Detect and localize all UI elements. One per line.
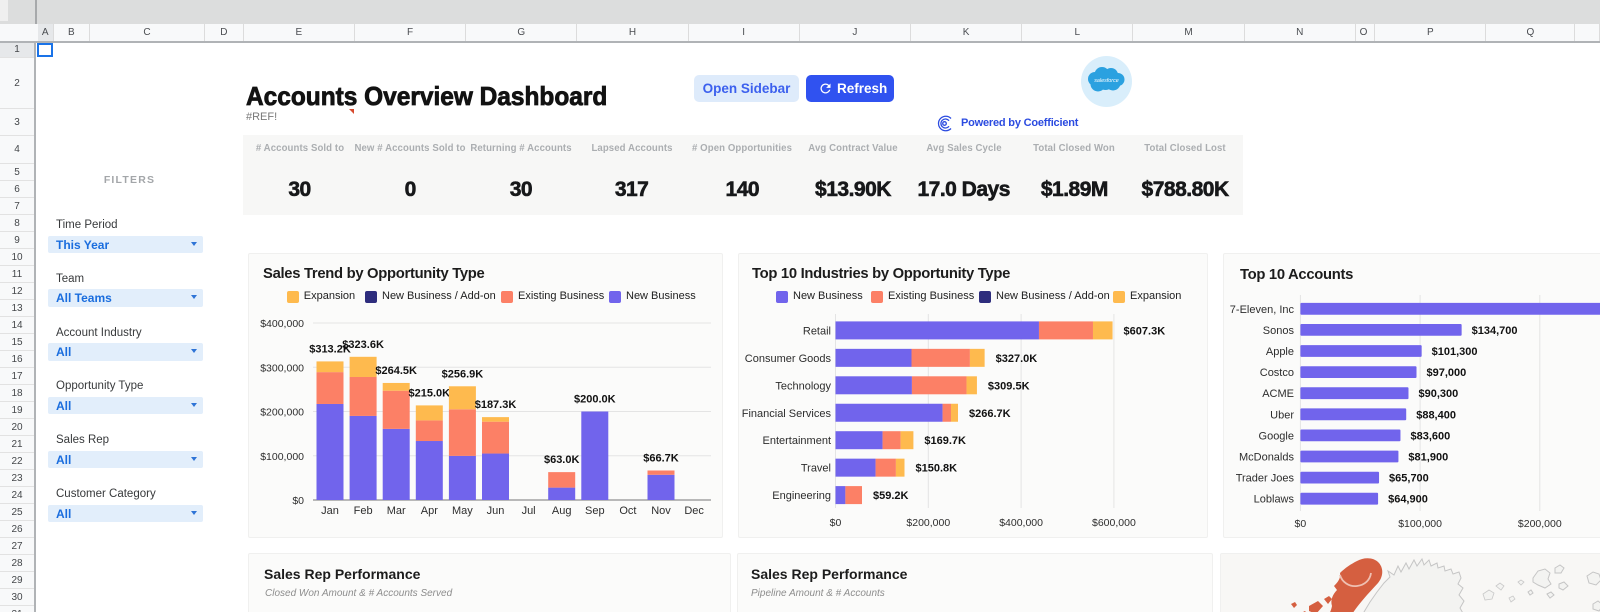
svg-text:$300,000: $300,000 [260, 362, 304, 374]
svg-text:Dec: Dec [684, 505, 704, 517]
svg-text:7-Eleven, Inc: 7-Eleven, Inc [1230, 304, 1295, 316]
svg-text:Jul: Jul [522, 505, 536, 517]
svg-text:Sonos: Sonos [1263, 325, 1295, 337]
svg-text:$65,700: $65,700 [1389, 473, 1429, 485]
svg-text:$200.0K: $200.0K [574, 394, 616, 406]
svg-text:$600,000: $600,000 [1092, 517, 1136, 529]
svg-text:$100,000: $100,000 [260, 451, 304, 463]
svg-text:$0: $0 [292, 495, 304, 507]
svg-text:Oct: Oct [619, 505, 636, 517]
svg-text:Apr: Apr [421, 505, 438, 517]
svg-text:Sep: Sep [585, 505, 605, 517]
svg-text:salesforce: salesforce [1094, 78, 1119, 84]
svg-text:$607.3K: $607.3K [1124, 325, 1166, 337]
svg-text:Technology: Technology [775, 380, 831, 392]
svg-text:$100,000: $100,000 [1398, 518, 1442, 530]
svg-text:Loblaws: Loblaws [1254, 494, 1295, 506]
svg-text:ACME: ACME [1262, 388, 1294, 400]
svg-text:$88,400: $88,400 [1416, 409, 1456, 421]
svg-text:$81,900: $81,900 [1408, 452, 1448, 464]
svg-text:$101,300: $101,300 [1432, 346, 1478, 358]
svg-text:May: May [452, 505, 473, 517]
svg-text:Costco: Costco [1260, 367, 1294, 379]
svg-text:Jan: Jan [321, 505, 339, 517]
svg-text:Engineering: Engineering [772, 490, 831, 502]
svg-text:Jun: Jun [487, 505, 505, 517]
svg-text:$66.7K: $66.7K [643, 452, 679, 464]
svg-text:$400,000: $400,000 [260, 318, 304, 330]
svg-text:McDonalds: McDonalds [1239, 452, 1295, 464]
svg-text:Financial Services: Financial Services [742, 408, 832, 420]
svg-text:$200,000: $200,000 [906, 517, 950, 529]
svg-text:$90,300: $90,300 [1418, 388, 1458, 400]
svg-text:Apple: Apple [1266, 346, 1294, 358]
svg-text:Aug: Aug [552, 505, 572, 517]
svg-text:$0: $0 [1295, 518, 1307, 530]
svg-text:Uber: Uber [1270, 409, 1294, 421]
svg-text:$200,000: $200,000 [260, 407, 304, 419]
svg-text:$266.7K: $266.7K [969, 408, 1011, 420]
svg-text:$215.0K: $215.0K [409, 387, 451, 399]
svg-text:Google: Google [1259, 430, 1294, 442]
svg-text:Trader Joes: Trader Joes [1236, 473, 1295, 485]
svg-text:$187.3K: $187.3K [475, 399, 517, 411]
svg-text:$200,000: $200,000 [1518, 518, 1562, 530]
svg-text:Entertainment: Entertainment [763, 435, 831, 447]
svg-text:$59.2K: $59.2K [873, 490, 909, 502]
svg-text:$400,000: $400,000 [999, 517, 1043, 529]
svg-text:$256.9K: $256.9K [442, 368, 484, 380]
svg-text:$0: $0 [830, 517, 842, 529]
svg-text:$83,600: $83,600 [1410, 430, 1450, 442]
svg-text:$169.7K: $169.7K [924, 435, 966, 447]
svg-text:Nov: Nov [651, 505, 671, 517]
svg-text:$309.5K: $309.5K [988, 380, 1030, 392]
svg-text:$327.0K: $327.0K [996, 353, 1038, 365]
svg-text:Consumer Goods: Consumer Goods [745, 353, 832, 365]
svg-text:$150.8K: $150.8K [915, 463, 957, 475]
svg-text:$313.2K: $313.2K [309, 343, 351, 355]
svg-text:Retail: Retail [803, 325, 831, 337]
svg-text:Mar: Mar [387, 505, 406, 517]
svg-text:$97,000: $97,000 [1427, 367, 1467, 379]
svg-text:$264.5K: $264.5K [375, 365, 417, 377]
svg-text:$323.6K: $323.6K [342, 339, 384, 351]
svg-text:$134,700: $134,700 [1472, 325, 1518, 337]
svg-text:Feb: Feb [354, 505, 373, 517]
svg-text:$63.0K: $63.0K [544, 454, 580, 466]
svg-text:Travel: Travel [801, 463, 831, 475]
svg-text:$64,900: $64,900 [1388, 494, 1428, 506]
